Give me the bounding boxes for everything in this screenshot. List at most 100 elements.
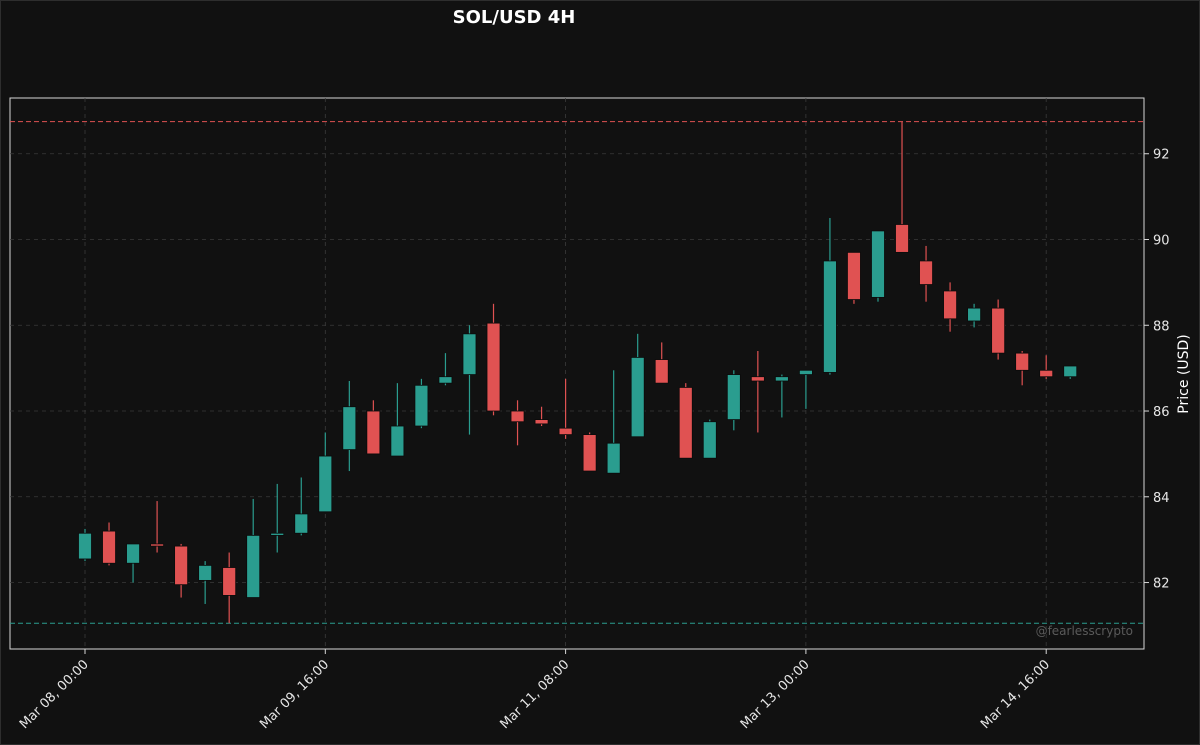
candle: [366, 400, 381, 455]
candle-body: [799, 369, 813, 375]
candle: [294, 477, 309, 536]
candle-body: [750, 376, 765, 382]
candle: [390, 383, 405, 457]
candle: [342, 381, 357, 472]
candle: [895, 121, 909, 253]
candle-body: [606, 442, 621, 474]
candle: [318, 432, 333, 513]
x-axis: Mar 08, 00:00 Mar 09, 16:00 Mar 11, 08:00 M…: [17, 649, 1053, 732]
candle: [414, 378, 429, 429]
plot-area: [9, 97, 1145, 650]
x-tick-label: Mar 14, 16:00: [978, 657, 1053, 732]
candle: [678, 383, 693, 459]
candle-body: [847, 251, 861, 300]
candle: [510, 400, 525, 446]
candle-body: [462, 333, 477, 375]
candle: [534, 406, 549, 427]
candle: [847, 251, 861, 304]
candle-body: [991, 307, 1006, 354]
candle-body: [510, 410, 525, 423]
candle: [150, 501, 164, 553]
candle-body: [342, 406, 357, 451]
candle-body: [702, 421, 717, 459]
watermark: @fearlesscrypto: [1036, 624, 1133, 638]
candle: [462, 325, 477, 435]
candle: [774, 374, 789, 418]
candle: [558, 378, 573, 439]
candle-body: [943, 290, 957, 320]
candle-body: [534, 419, 549, 425]
candle: [991, 299, 1006, 360]
candle: [1039, 355, 1054, 379]
candle: [1015, 350, 1030, 386]
candle: [943, 282, 957, 332]
candle-body: [198, 564, 213, 581]
candle: [919, 245, 933, 302]
candle: [654, 342, 669, 384]
candle-body: [823, 260, 837, 373]
candle-body: [919, 260, 933, 285]
candle-body: [1015, 352, 1030, 371]
reference-lines: [10, 121, 1144, 624]
candle: [222, 552, 237, 624]
y-tick-label: 82: [1153, 577, 1170, 592]
y-tick-label: 92: [1153, 148, 1170, 163]
candle: [438, 353, 453, 386]
candle: [126, 543, 140, 583]
candle-body: [222, 567, 237, 596]
candle-body: [774, 376, 789, 382]
y-tick-label: 84: [1153, 491, 1170, 506]
x-tick-label: Mar 08, 00:00: [17, 657, 92, 732]
candle-body: [726, 374, 741, 420]
x-tick-label: Mar 09, 16:00: [257, 657, 332, 732]
candle-body: [294, 513, 309, 534]
candle-body: [1039, 369, 1054, 378]
candle: [750, 350, 765, 433]
y-axis-label: Price (USD): [1176, 334, 1192, 413]
candle: [78, 528, 92, 562]
candle-body: [871, 230, 885, 298]
candle: [102, 522, 116, 566]
candle: [198, 561, 213, 604]
candle-body: [150, 543, 164, 547]
candle-body: [270, 532, 285, 536]
candle-body: [366, 410, 381, 455]
candle: [630, 333, 645, 438]
candle: [486, 303, 501, 416]
candle-body: [414, 384, 429, 427]
candle-body: [174, 545, 189, 586]
candle: [702, 419, 717, 459]
y-tick-label: 86: [1153, 405, 1170, 420]
candle-body: [654, 359, 669, 384]
candle: [270, 483, 285, 553]
chart-title: SOL/USD 4H: [452, 7, 576, 28]
candle: [726, 370, 741, 431]
candle-body: [678, 387, 693, 459]
candle-body: [558, 427, 573, 436]
x-tick-label: Mar 13, 00:00: [738, 657, 813, 732]
y-axis: 82 84 86 88 90 92: [1144, 148, 1170, 592]
candle-body: [318, 455, 333, 513]
candle: [823, 218, 837, 375]
candle: [1063, 365, 1078, 379]
candle: [871, 230, 885, 302]
candle: [967, 303, 982, 328]
candle-body: [582, 434, 597, 472]
y-tick-label: 88: [1153, 319, 1170, 334]
candle: [606, 370, 621, 474]
candle-body: [126, 543, 140, 564]
candle-body: [78, 532, 92, 560]
candles: [78, 121, 1078, 624]
candle-body: [246, 534, 261, 598]
candle-body: [1063, 365, 1078, 378]
candle-body: [102, 530, 116, 564]
candle: [799, 369, 813, 409]
x-tick-label: Mar 11, 08:00: [498, 657, 573, 732]
candle: [246, 498, 261, 598]
candle: [582, 432, 597, 472]
candle-body: [438, 376, 453, 384]
candle-body: [390, 425, 405, 457]
candle-body: [967, 307, 982, 322]
candle-body: [630, 357, 645, 438]
